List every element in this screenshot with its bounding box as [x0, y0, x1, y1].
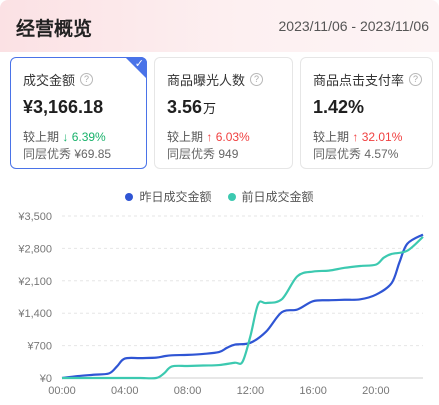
- card-value: 3.56万: [167, 97, 217, 117]
- legend-item-yesterday[interactable]: 昨日成交金额: [125, 188, 212, 205]
- legend-dot-icon: [125, 192, 134, 201]
- y-tick-label: ¥3,500: [17, 211, 52, 223]
- y-tick-label: ¥2,800: [17, 243, 52, 255]
- arrow-down-icon: ↓: [62, 130, 69, 144]
- series-line-yesterday: [61, 233, 424, 380]
- card-peer: 同层优秀 949: [167, 147, 239, 161]
- page-title: 经营概览: [16, 19, 93, 40]
- x-tick-label: 04:00: [111, 385, 139, 397]
- legend-item-day-before[interactable]: 前日成交金额: [227, 188, 314, 205]
- x-tick-label: 00:00: [48, 385, 76, 397]
- y-tick-label: ¥1,400: [17, 308, 52, 320]
- help-icon[interactable]: ?: [250, 73, 264, 86]
- card-peer: 同层优秀 ¥69.85: [23, 147, 112, 161]
- series-line-day-before: [61, 236, 424, 380]
- x-tick-label: 08:00: [174, 385, 202, 397]
- metric-card-pay-rate[interactable]: 商品点击支付率 ? 1.42% 较上期 ↑ 32.01% 同层优秀 4.57%: [300, 57, 433, 169]
- selected-corner: [125, 57, 147, 79]
- help-icon[interactable]: ?: [409, 73, 423, 86]
- card-compare: 较上期 ↑ 6.03%: [167, 130, 250, 144]
- y-tick-label: ¥700: [27, 341, 52, 353]
- date-range[interactable]: 2023/11/06 - 2023/11/06: [278, 18, 430, 34]
- card-label: 成交金额 ?: [23, 70, 94, 89]
- card-label: 商品曝光人数 ?: [167, 70, 264, 89]
- help-icon[interactable]: ?: [80, 73, 94, 86]
- card-compare: 较上期 ↓ 6.39%: [23, 130, 106, 144]
- metric-card-exposure[interactable]: 商品曝光人数 ? 3.56万 较上期 ↑ 6.03% 同层优秀 949: [154, 57, 293, 169]
- x-tick-label: 20:00: [362, 385, 390, 397]
- arrow-up-icon: ↑: [352, 130, 359, 144]
- x-tick-label: 16:00: [299, 385, 327, 397]
- overview-header: 经营概览 2023/11/06 - 2023/11/06: [0, 0, 439, 52]
- chart-legend: 昨日成交金额 前日成交金额: [0, 188, 439, 205]
- check-icon: ✓: [134, 58, 144, 70]
- legend-dot-icon: [227, 192, 236, 201]
- metric-card-gmv[interactable]: ✓ 成交金额 ? ¥3,166.18 较上期 ↓ 6.39% 同层优秀 ¥69.…: [10, 57, 147, 169]
- arrow-up-icon: ↑: [206, 130, 213, 144]
- card-value: 1.42%: [313, 97, 365, 117]
- y-tick-label: ¥0: [39, 373, 52, 385]
- x-tick-label: 12:00: [237, 385, 265, 397]
- card-peer: 同层优秀 4.57%: [313, 147, 399, 161]
- card-compare: 较上期 ↑ 32.01%: [313, 130, 403, 144]
- y-tick-label: ¥2,100: [17, 276, 52, 288]
- card-label: 商品点击支付率 ?: [313, 70, 423, 89]
- card-value: ¥3,166.18: [23, 97, 104, 117]
